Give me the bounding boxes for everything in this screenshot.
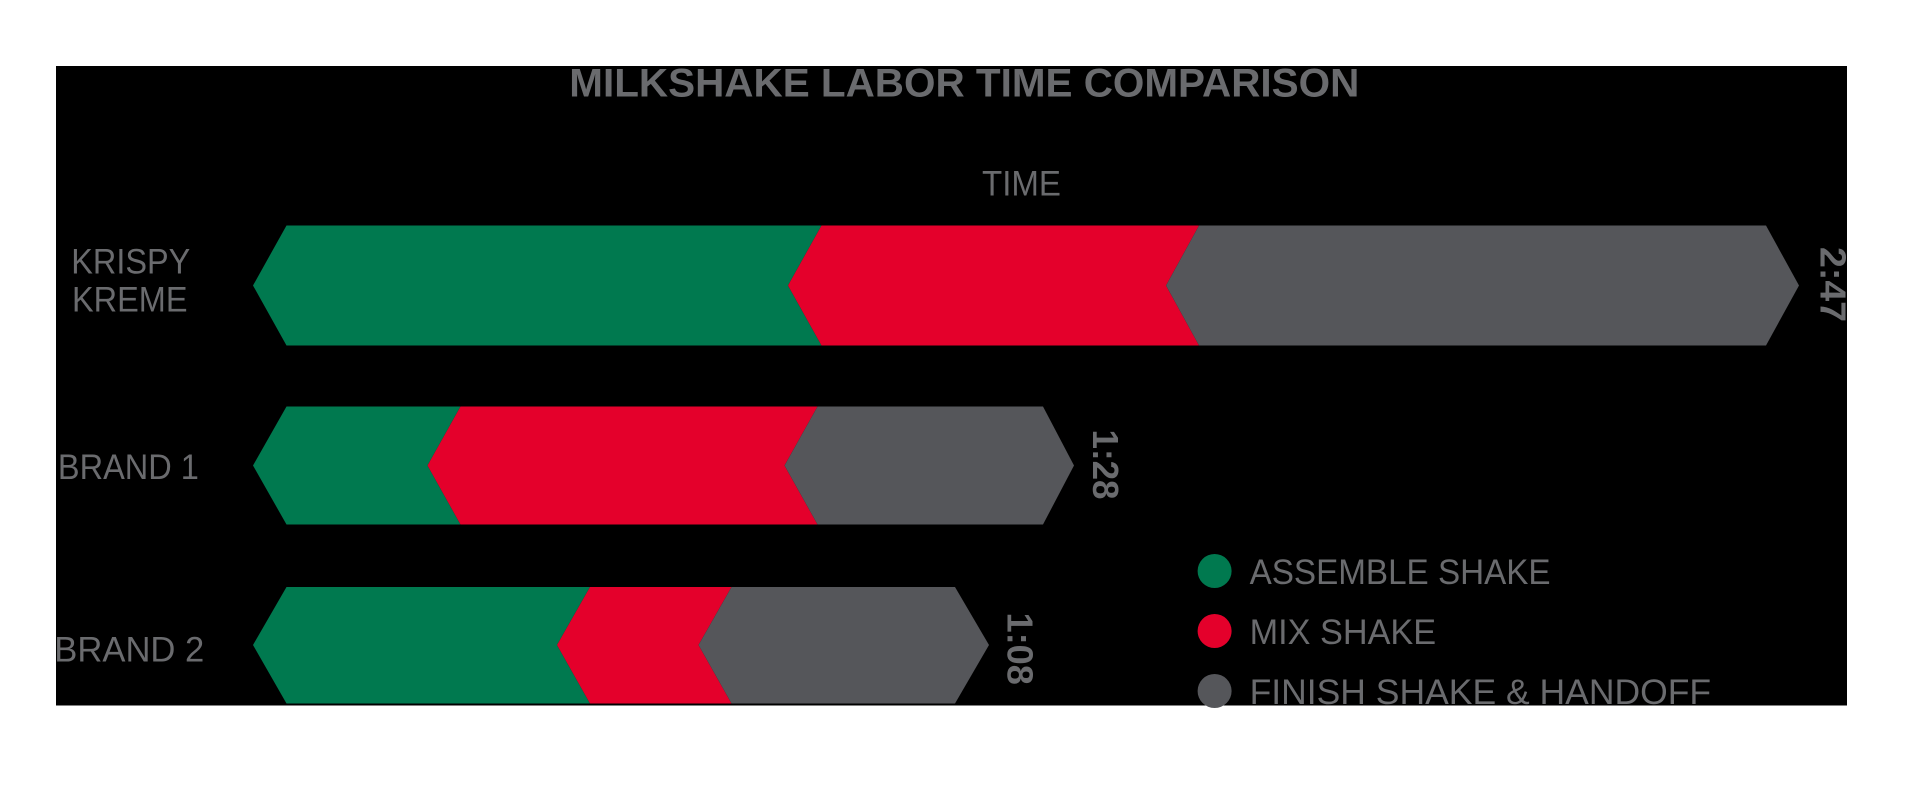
svg-text:1:08: 1:08 xyxy=(999,612,1040,685)
svg-text:FINISH SHAKE & HANDOFF: FINISH SHAKE & HANDOFF xyxy=(1250,673,1712,712)
svg-text:KRISPY: KRISPY xyxy=(71,242,190,281)
svg-text:ASSEMBLE SHAKE: ASSEMBLE SHAKE xyxy=(1250,553,1551,592)
svg-text:2:47: 2:47 xyxy=(1813,247,1854,322)
svg-text:KREME: KREME xyxy=(72,280,188,319)
svg-text:BRAND 2: BRAND 2 xyxy=(54,630,204,669)
svg-text:BRAND 1: BRAND 1 xyxy=(58,448,199,487)
svg-text:TIME: TIME xyxy=(982,164,1061,203)
svg-text:1:28: 1:28 xyxy=(1085,430,1126,500)
svg-text:MIX SHAKE: MIX SHAKE xyxy=(1250,613,1437,652)
svg-text:MILKSHAKE LABOR TIME COMPARISO: MILKSHAKE LABOR TIME COMPARISON xyxy=(569,62,1359,106)
